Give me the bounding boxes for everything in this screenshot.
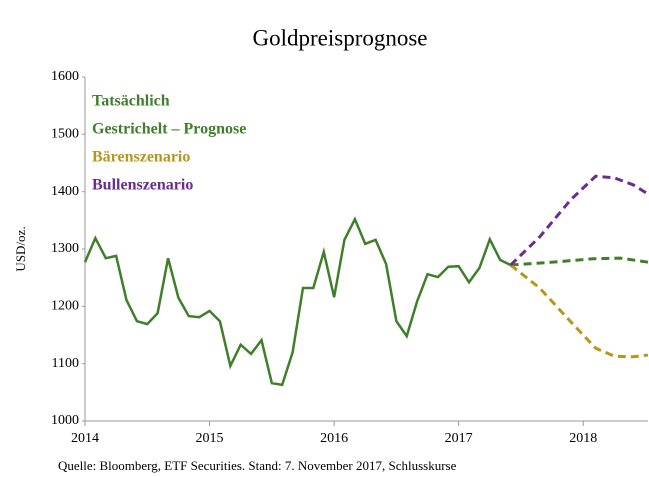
x-tick-label: 2018 xyxy=(569,431,597,446)
legend-entry: Tatsächlich xyxy=(92,93,170,110)
legend-entry: Bärenszenario xyxy=(92,149,190,166)
y-tick-label: 1400 xyxy=(51,184,79,199)
series-line xyxy=(509,263,649,359)
x-tick-label: 2014 xyxy=(71,431,99,446)
x-tick-label: 2015 xyxy=(196,431,224,446)
y-tick-label: 1200 xyxy=(51,299,79,314)
x-tick-label: 2016 xyxy=(320,431,348,446)
series-line xyxy=(509,174,649,267)
y-tick-label: 1300 xyxy=(51,241,79,256)
source-note: Quelle: Bloomberg, ETF Securities. Stand… xyxy=(58,458,457,473)
y-tick-label: 1000 xyxy=(51,413,79,428)
y-tick-label: 1600 xyxy=(51,69,79,84)
series-line xyxy=(83,216,512,387)
y-tick-label: 1500 xyxy=(51,127,79,142)
chart-title: Goldpreisprognose xyxy=(252,25,427,50)
legend-entry: Bullenszenario xyxy=(92,177,193,194)
x-tick-label: 2017 xyxy=(445,431,473,446)
y-tick-label: 1100 xyxy=(52,356,79,371)
y-axis-label: USD/oz. xyxy=(13,226,28,271)
legend-entry: Gestrichelt – Prognose xyxy=(92,121,246,138)
series-line xyxy=(510,256,649,267)
